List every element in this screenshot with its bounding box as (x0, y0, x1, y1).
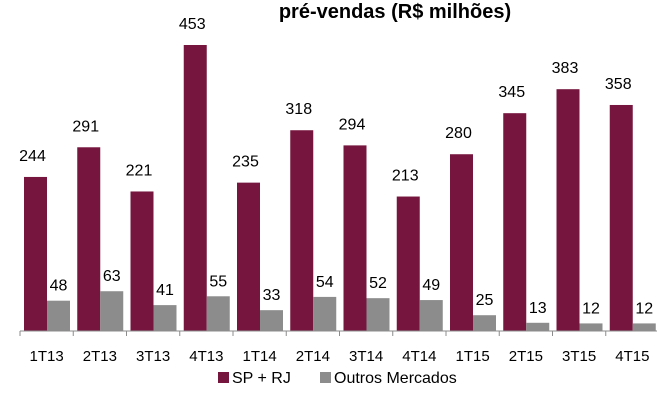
data-label-sp-rj: 453 (179, 16, 206, 33)
data-label-outros-mercados: 48 (50, 278, 68, 295)
bar-sp-rj (130, 191, 154, 331)
x-tick-label: 2T14 (296, 348, 330, 365)
bar-outros-mercados (579, 323, 603, 331)
bar-outros-mercados (473, 315, 496, 331)
data-label-sp-rj: 221 (126, 162, 153, 179)
data-label-sp-rj: 318 (285, 101, 312, 118)
data-label-outros-mercados: 33 (263, 287, 281, 304)
legend-swatch-outros-mercados (320, 372, 331, 383)
data-label-outros-mercados: 12 (635, 300, 653, 317)
bar-sp-rj (77, 147, 101, 331)
data-label-outros-mercados: 55 (209, 273, 227, 290)
data-label-outros-mercados: 63 (103, 268, 121, 285)
x-tick-label: 2T15 (509, 348, 543, 365)
data-label-sp-rj: 294 (339, 116, 366, 133)
bar-sp-rj (503, 113, 527, 332)
legend-label-sp-rj: SP + RJ (232, 370, 291, 387)
data-label-outros-mercados: 52 (369, 275, 387, 292)
bar-outros-mercados (366, 298, 390, 331)
data-label-sp-rj: 291 (72, 118, 99, 135)
bar-sp-rj (290, 130, 314, 331)
data-label-sp-rj: 280 (445, 125, 472, 142)
bar-outros-mercados (419, 300, 443, 331)
data-label-sp-rj: 235 (232, 154, 259, 171)
data-label-outros-mercados: 49 (422, 277, 440, 294)
data-label-sp-rj: 383 (552, 60, 579, 77)
data-label-sp-rj: 244 (19, 148, 46, 165)
x-tick-label: 1T15 (456, 348, 490, 365)
bar-sp-rj (556, 89, 580, 331)
bar-outros-mercados (313, 296, 337, 331)
data-label-outros-mercados: 13 (529, 300, 547, 317)
bar-outros-mercados (206, 296, 230, 331)
legend: SP + RJ Outros Mercados (218, 370, 457, 387)
x-tick-label: 2T13 (83, 348, 117, 365)
value-labels-group: 244 48 291 63 221 41 453 55 235 33 318 54 294 52 213 49… (19, 16, 653, 317)
bar-outros-mercados (632, 323, 656, 331)
legend-swatch-sp-rj (218, 372, 229, 383)
x-tick-label: 3T14 (349, 348, 383, 365)
bar-sp-rj (183, 45, 207, 331)
legend-label-outros-mercados: Outros Mercados (334, 370, 457, 387)
bar-outros-mercados (100, 291, 124, 331)
bars-group (24, 45, 656, 332)
x-tick-label: 3T15 (562, 348, 596, 365)
data-label-outros-mercados: 54 (316, 274, 334, 291)
data-label-sp-rj: 213 (392, 168, 419, 185)
x-tick-label: 3T13 (136, 348, 170, 365)
data-label-outros-mercados: 25 (476, 292, 494, 309)
bar-outros-mercados (47, 300, 70, 331)
bar-sp-rj (237, 182, 260, 331)
x-tick-label: 4T14 (402, 348, 436, 365)
bar-sp-rj (609, 104, 633, 331)
data-label-sp-rj: 358 (605, 76, 632, 93)
x-tick-label: 1T13 (30, 348, 64, 365)
bar-sp-rj (396, 196, 420, 331)
bar-outros-mercados (526, 322, 550, 331)
bar-outros-mercados (260, 310, 283, 331)
data-label-outros-mercados: 41 (156, 282, 174, 299)
bar-sp-rj (24, 176, 47, 331)
bar-sp-rj (343, 145, 367, 331)
bar-outros-mercados (153, 305, 177, 331)
data-label-outros-mercados: 12 (582, 300, 600, 317)
x-tick-label: 4T15 (615, 348, 649, 365)
x-tick-label: 1T14 (243, 348, 277, 365)
x-tick-label: 4T13 (189, 348, 223, 365)
x-axis-ticks: 1T13 2T13 3T13 4T13 1T14 2T14 3T14 4T14 1T15 2T15… (19, 331, 649, 365)
bar-sp-rj (450, 154, 473, 331)
data-label-sp-rj: 345 (498, 84, 525, 101)
chart-title: pré-vendas (R$ milhões) (279, 1, 511, 23)
